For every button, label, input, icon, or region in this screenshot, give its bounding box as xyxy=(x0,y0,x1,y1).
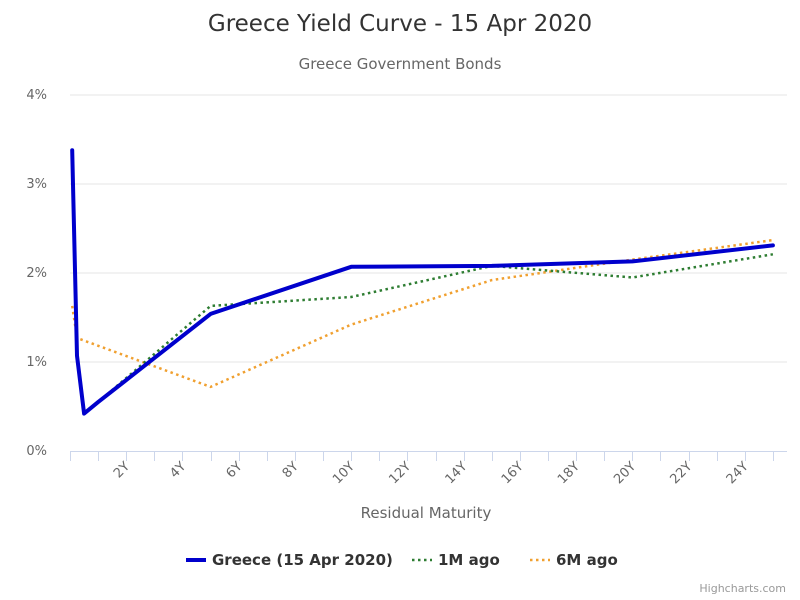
x-tick-label: 16Y xyxy=(499,459,527,487)
y-axis: 0% 1% 2% 3% 4% xyxy=(26,88,47,459)
x-tick-label: 12Y xyxy=(386,459,414,487)
y-tick-label: 4% xyxy=(26,88,47,103)
x-tick-label: 14Y xyxy=(443,459,471,487)
x-axis: 2Y 4Y 6Y 8Y 10Y 12Y 14Y 16Y 18Y 20Y 22Y 24Y xyxy=(70,451,787,487)
y-tick-label: 0% xyxy=(26,444,47,459)
x-tick-label: 6Y xyxy=(223,459,245,481)
x-tick-label: 18Y xyxy=(555,459,583,487)
chart-title: Greece Yield Curve - 15 Apr 2020 xyxy=(208,11,592,37)
x-tick-label: 2Y xyxy=(111,459,133,481)
series-line-greece[interactable] xyxy=(70,148,775,416)
legend-item[interactable]: 1M ago xyxy=(412,551,500,569)
y-tick-label: 3% xyxy=(26,177,47,192)
x-tick-label: 8Y xyxy=(280,459,302,481)
y-tick-label: 2% xyxy=(26,266,47,281)
legend-item[interactable]: 6M ago xyxy=(530,551,618,569)
legend[interactable]: Greece (15 Apr 2020) 1M ago 6M ago xyxy=(186,551,618,569)
legend-item[interactable]: Greece (15 Apr 2020) xyxy=(186,551,393,569)
gridlines xyxy=(70,94,787,363)
legend-label: Greece (15 Apr 2020) xyxy=(212,551,393,569)
series-lines xyxy=(70,148,775,416)
x-tick-label: 22Y xyxy=(667,459,695,487)
x-axis-title: Residual Maturity xyxy=(361,504,492,522)
legend-label: 1M ago xyxy=(438,551,500,569)
x-tick-label: 24Y xyxy=(724,459,752,487)
legend-label: 6M ago xyxy=(556,551,618,569)
x-tick-label: 10Y xyxy=(330,459,358,487)
x-tick-label: 20Y xyxy=(611,459,639,487)
series-line-6m-ago[interactable] xyxy=(70,238,774,389)
y-tick-label: 1% xyxy=(26,355,47,370)
chart-subtitle: Greece Government Bonds xyxy=(299,55,502,73)
x-tick-label: 4Y xyxy=(167,459,189,481)
credits-link[interactable]: Highcharts.com xyxy=(699,582,786,595)
